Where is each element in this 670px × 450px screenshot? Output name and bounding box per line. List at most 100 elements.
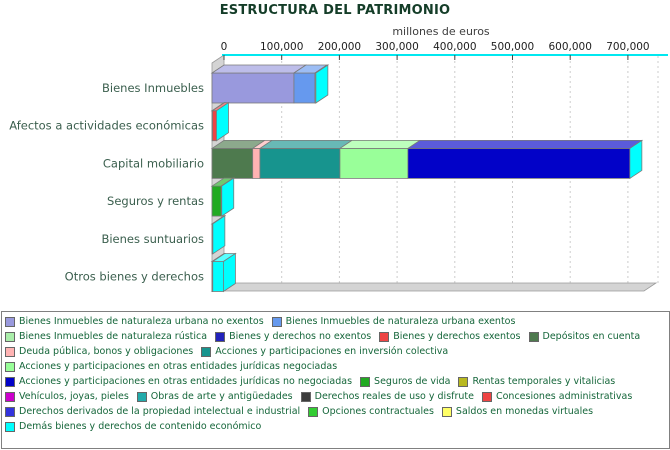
legend-label: Bienes y derechos no exentos bbox=[229, 331, 372, 342]
legend-label: Demás bienes y derechos de contenido eco… bbox=[19, 421, 262, 432]
legend-swatch bbox=[300, 391, 311, 402]
legend-item: Bienes Inmuebles de naturaleza urbana ex… bbox=[271, 316, 516, 327]
plot-area: 0 100,000 200,000 300,000 400,000 500,000 600,… bbox=[9, 41, 668, 293]
legend-item: Derechos reales de uso y disfrute bbox=[300, 391, 474, 402]
legend-label: Acciones y participaciones en otras enti… bbox=[19, 361, 338, 372]
legend-swatch bbox=[5, 391, 15, 402]
bar-segment-front bbox=[211, 72, 295, 104]
legend-label: Bienes Inmuebles de naturaleza urbana ex… bbox=[285, 316, 516, 327]
legend-item: Depósitos en cuenta bbox=[528, 331, 641, 342]
legend-swatch bbox=[5, 346, 15, 357]
legend-item: Vehículos, joyas, pieles bbox=[5, 391, 129, 402]
bar-segment-top bbox=[338, 139, 422, 149]
legend-item: Obras de arte y antigüedades bbox=[136, 391, 293, 402]
legend-label: Opciones contractuales bbox=[322, 406, 434, 417]
legend-item: Acciones y participaciones en inversión … bbox=[201, 346, 448, 357]
legend-label: Seguros de vida bbox=[374, 376, 451, 387]
legend-label: Bienes Inmuebles de naturaleza urbana no… bbox=[19, 316, 264, 327]
legend-label: Deuda pública, bonos y obligaciones bbox=[19, 346, 194, 357]
legend-item: Bienes Inmuebles de naturaleza urbana no… bbox=[5, 316, 264, 327]
bar-segment-top bbox=[258, 139, 354, 149]
axis-tick-label: 500,000 bbox=[491, 41, 534, 53]
legend-swatch bbox=[5, 421, 15, 432]
legend-item: Opciones contractuales bbox=[308, 406, 434, 417]
category-label: Bienes Inmuebles bbox=[102, 81, 204, 95]
legend-label: Obras de arte y antigüedades bbox=[150, 391, 293, 402]
legend-item: Acciones y participaciones en otras enti… bbox=[5, 361, 337, 372]
legend-item: Acciones y participaciones en otras enti… bbox=[5, 376, 352, 387]
bar-segment-front bbox=[212, 110, 217, 142]
bar-segment-front bbox=[211, 147, 254, 179]
legend-item: Bienes y derechos exentos bbox=[379, 331, 521, 342]
legend-label: Acciones y participaciones en inversión … bbox=[215, 346, 449, 357]
bar-segment-front bbox=[211, 185, 222, 217]
category-label: Afectos a actividades económicas bbox=[9, 119, 204, 133]
legend-swatch bbox=[5, 376, 15, 387]
chart-title: ESTRUCTURA DEL PATRIMONIO bbox=[219, 3, 451, 18]
legend-swatch bbox=[5, 406, 15, 417]
legend-label: Concesiones administrativas bbox=[495, 391, 633, 402]
legend-item: Seguros de vida bbox=[360, 376, 450, 387]
legend-swatch bbox=[5, 361, 15, 372]
legend-item: Rentas temporales y vitalicias bbox=[458, 376, 615, 387]
legend-item: Deuda pública, bonos y obligaciones bbox=[5, 346, 193, 357]
legend-swatch bbox=[379, 331, 390, 342]
legend-item: Bienes y derechos no exentos bbox=[215, 331, 371, 342]
category-label: Capital mobiliario bbox=[103, 156, 204, 170]
bar-end-cap bbox=[315, 64, 329, 104]
category-label: Otros bienes y derechos bbox=[65, 270, 204, 284]
legend-label: Bienes Inmuebles de naturaleza rústica bbox=[19, 331, 208, 342]
bar-segment-front bbox=[252, 147, 261, 179]
legend-label: Derechos reales de uso y disfrute bbox=[314, 391, 474, 402]
axis-tick-label: 100,000 bbox=[260, 41, 303, 53]
legend-label: Saldos en monedas virtuales bbox=[455, 406, 594, 417]
legend-item: Bienes Inmuebles de naturaleza rústica bbox=[5, 331, 207, 342]
bar-segment-front bbox=[293, 72, 316, 104]
legend-label: Depósitos en cuenta bbox=[542, 331, 641, 342]
legend-item: Demás bienes y derechos de contenido eco… bbox=[5, 421, 261, 432]
legend-label: Bienes y derechos exentos bbox=[393, 331, 521, 342]
legend-swatch bbox=[360, 376, 371, 387]
legend-label: Rentas temporales y vitalicias bbox=[472, 376, 616, 387]
axis-tick-label: 400,000 bbox=[433, 41, 476, 53]
bar-end-cap bbox=[221, 177, 235, 217]
axis-tick-label: 200,000 bbox=[318, 41, 361, 53]
legend-label: Derechos derivados de la propiedad intel… bbox=[19, 406, 301, 417]
axis-unit-label: millones de euros bbox=[392, 25, 490, 38]
bar-segment-front bbox=[407, 147, 631, 179]
bar-end-cap bbox=[223, 252, 236, 293]
legend-swatch bbox=[215, 331, 226, 342]
axis-tick-label: 0 bbox=[221, 41, 228, 53]
bar-segment-front bbox=[339, 147, 409, 179]
legend-item: Derechos derivados de la propiedad intel… bbox=[5, 406, 300, 417]
legend-label: Acciones y participaciones en otras enti… bbox=[19, 376, 353, 387]
legend-swatch bbox=[5, 331, 15, 342]
category-label: Bienes suntuarios bbox=[101, 232, 204, 246]
legend: Bienes Inmuebles de naturaleza urbana no… bbox=[1, 311, 670, 449]
legend-item: Concesiones administrativas bbox=[481, 391, 633, 402]
legend-swatch bbox=[528, 331, 539, 342]
axis-tick-label: 300,000 bbox=[375, 41, 418, 53]
bar-segment-front bbox=[259, 147, 341, 179]
bar-segment-front bbox=[212, 261, 224, 292]
bar-segment-top bbox=[406, 139, 644, 149]
chart-3d-floor bbox=[210, 282, 658, 292]
bar-end-cap bbox=[216, 101, 229, 142]
legend-swatch bbox=[441, 406, 452, 417]
legend-swatch bbox=[481, 391, 492, 402]
legend-label: Vehículos, joyas, pieles bbox=[19, 391, 129, 402]
bar-end-cap bbox=[212, 215, 226, 255]
legend-swatch bbox=[136, 391, 147, 402]
bar-segment-top bbox=[210, 64, 308, 74]
axis-tick-label: 700,000 bbox=[606, 41, 649, 53]
legend-swatch bbox=[271, 316, 282, 327]
category-label: Seguros y rentas bbox=[107, 194, 204, 208]
legend-swatch bbox=[5, 316, 15, 327]
legend-item: Saldos en monedas virtuales bbox=[441, 406, 594, 417]
legend-swatch bbox=[201, 346, 212, 357]
bar-end-cap bbox=[629, 139, 643, 180]
axis-tick-label: 600,000 bbox=[548, 41, 591, 53]
legend-swatch bbox=[458, 376, 469, 387]
legend-swatch bbox=[308, 406, 319, 417]
